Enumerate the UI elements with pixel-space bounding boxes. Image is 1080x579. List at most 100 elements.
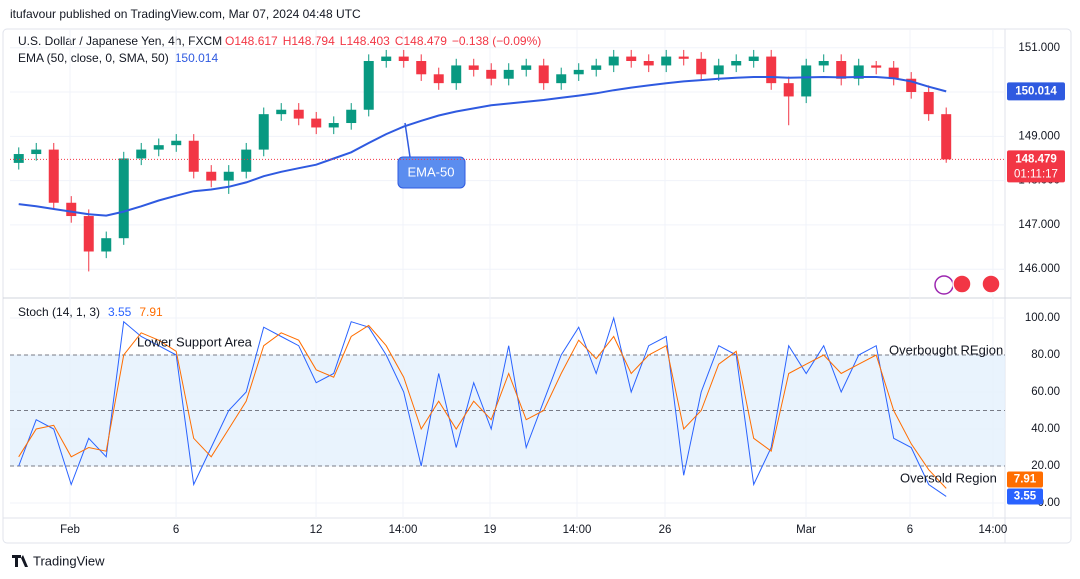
candle-body (31, 149, 42, 155)
ohlc-value: O148.617 (225, 34, 278, 48)
candle-body (731, 61, 742, 66)
candle-body (398, 56, 409, 62)
y-tick-label: 20.00 (1031, 460, 1060, 472)
candle-body (556, 74, 567, 84)
candle-body (871, 65, 882, 68)
candle-body (83, 216, 94, 252)
y-tick-label: 147.000 (1018, 219, 1060, 231)
annotation: Oversold Region (900, 470, 997, 485)
candle-body (801, 65, 812, 97)
x-tick-label: 26 (659, 524, 672, 536)
candle-body (363, 61, 374, 110)
line (18, 316, 947, 497)
candle-body (643, 61, 654, 66)
frame (2, 28, 1072, 544)
line (18, 324, 947, 489)
ema-badge-text: 150.014 (1015, 85, 1057, 97)
candle-body (468, 65, 479, 70)
candle-body (591, 65, 602, 70)
ema-value: 150.014 (175, 51, 219, 65)
annotation: Overbought REgion (889, 342, 1003, 357)
value-badge (1007, 488, 1043, 505)
price-badge (1007, 150, 1065, 183)
price-badge-text: 148.479 (1015, 153, 1057, 165)
callout-pointer (404, 122, 411, 158)
ohlc-value: L148.403 (340, 34, 390, 48)
candle-body (293, 109, 304, 119)
publisher: itufavour published on TradingView.com, … (10, 7, 361, 21)
candle-body (818, 61, 829, 66)
candle-body (101, 238, 112, 252)
candle-body (486, 69, 497, 79)
value-badge-text: 3.55 (1014, 490, 1037, 502)
y-tick-label: 146.000 (1018, 263, 1060, 275)
candle-body (416, 61, 427, 75)
candle-body (381, 56, 392, 62)
indicator-icon[interactable] (934, 275, 954, 295)
y-tick-label: 60.00 (1031, 386, 1060, 398)
candle-body (171, 140, 182, 146)
stoch-title: Stoch (14, 1, 3) (18, 305, 100, 319)
candle-body (48, 149, 59, 203)
x-tick-label: 14:00 (979, 524, 1008, 536)
ema-legend: EMA (50, close, 0, SMA, 50) (18, 51, 169, 65)
candle-body (451, 65, 462, 84)
flag-icon[interactable] (952, 274, 972, 294)
candle-body (258, 114, 269, 150)
annotation: Lower Support Area (137, 334, 253, 349)
candle-body (346, 109, 357, 124)
flag-icon[interactable] (981, 274, 1001, 294)
x-tick-label: Mar (796, 524, 816, 536)
plot (13, 49, 952, 497)
callout-box (397, 156, 466, 189)
candle-body (311, 118, 322, 128)
logo (12, 555, 28, 567)
candle-body (13, 154, 24, 163)
candle-body (433, 74, 444, 84)
y-tick-label: 151.000 (1018, 42, 1060, 54)
y-tick-label: 0.00 (1038, 497, 1060, 509)
candle-body (573, 69, 584, 75)
candle-body (906, 78, 917, 93)
y-tick-label: 149.000 (1018, 130, 1060, 142)
x-tick-label: Feb (60, 524, 80, 536)
stoch-value: 3.55 (108, 305, 132, 319)
candle-body (188, 140, 199, 172)
x-tick-label: 14:00 (389, 524, 418, 536)
x-tick-label: 6 (173, 524, 179, 536)
candle-body (276, 109, 287, 115)
candle-body (503, 69, 514, 79)
candle-body (836, 61, 847, 79)
candle-body (153, 145, 164, 150)
price-legend: U.S. Dollar / Japanese Yen, 4h, FXCM O148… (18, 34, 541, 65)
candle-body (783, 83, 794, 97)
y-tick-label: 40.00 (1031, 423, 1060, 435)
candle-body (678, 56, 689, 59)
candle-body (136, 149, 147, 159)
candle-body (766, 56, 777, 84)
y-tick-label: 100.00 (1025, 312, 1060, 324)
callout-text: EMA-50 (408, 164, 455, 179)
candle-body (206, 171, 217, 181)
countdown: 01:11:17 (1014, 168, 1058, 180)
brand: TradingView (33, 553, 105, 568)
candle-body (748, 56, 759, 62)
ohlc-value: C148.479 (395, 34, 447, 48)
value-badge (1007, 471, 1043, 488)
ohlc-value: H148.794 (283, 34, 335, 48)
candle-body (223, 171, 234, 181)
candle-body (853, 65, 864, 79)
candle-body (521, 65, 532, 70)
candle-body (66, 202, 77, 217)
candle-body (713, 65, 724, 75)
value-badge-text: 7.91 (1014, 473, 1037, 485)
candle-body (608, 56, 619, 66)
x-tick-label: 19 (484, 524, 497, 536)
ema-badge (1007, 82, 1065, 101)
candle-body (696, 58, 707, 75)
candle-body (241, 149, 252, 172)
symbol-title: U.S. Dollar / Japanese Yen, 4h, FXCM (18, 34, 222, 48)
